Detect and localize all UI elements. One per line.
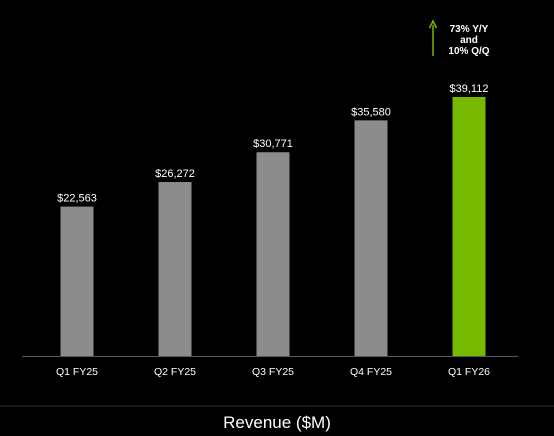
bar-q2-fy25 — [158, 182, 192, 356]
x-tick-label: Q4 FY25 — [350, 366, 392, 378]
x-tick-label: Q1 FY25 — [56, 366, 98, 378]
bar-q3-fy25 — [256, 152, 290, 356]
bar-q1-fy25 — [60, 206, 94, 356]
bar-value-label: $22,563 — [57, 193, 97, 205]
callout-line: and — [460, 35, 478, 46]
bar-value-label: $39,112 — [450, 83, 489, 95]
bars-layer: $22,563 $26,272 $30,771 $35,580 $39,112 — [57, 83, 488, 356]
bar-value-label: $30,771 — [253, 138, 293, 150]
bar-value-label: $35,580 — [351, 106, 391, 118]
x-tick-label: Q1 FY26 — [448, 366, 490, 378]
callout-line: 73% Y/Y — [450, 24, 489, 35]
callout-line: 10% Q/Q — [448, 46, 489, 57]
bar-q1-fy26 — [452, 97, 486, 356]
x-axis-label: Revenue ($M) — [223, 413, 331, 432]
x-tick-labels: Q1 FY25 Q2 FY25 Q3 FY25 Q4 FY25 Q1 FY26 — [56, 366, 490, 378]
bar-value-label: $26,272 — [155, 168, 195, 180]
up-arrow-icon — [428, 19, 438, 56]
bar-q4-fy25 — [354, 120, 388, 356]
x-tick-label: Q2 FY25 — [154, 366, 196, 378]
x-tick-label: Q3 FY25 — [252, 366, 294, 378]
